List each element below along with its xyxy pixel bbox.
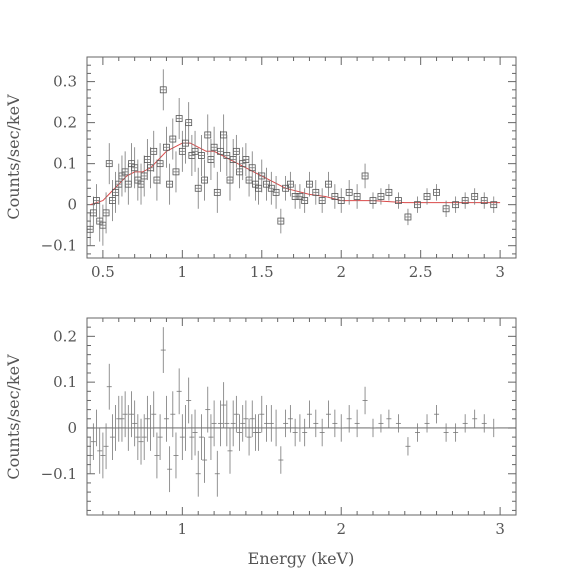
spectrum-panel-frame: [86, 56, 517, 259]
data-point: [201, 176, 208, 184]
residual-y-tick-label: 0: [67, 419, 77, 437]
data-point: [306, 180, 313, 188]
data-point: [286, 180, 294, 188]
data-point: [490, 201, 498, 209]
data-point: [267, 184, 275, 192]
x-axis-label: Energy (keV): [248, 549, 355, 568]
data-point: [166, 180, 174, 188]
residual-y-tick-label: 0.1: [53, 373, 77, 391]
data-point: [194, 184, 202, 192]
data-point: [385, 188, 393, 196]
residual-y-tick-label: 0.2: [53, 327, 77, 345]
data-point: [318, 197, 326, 204]
data-point: [204, 131, 212, 139]
spectrum-x-tick-label: 2: [336, 263, 346, 281]
data-point: [169, 135, 177, 143]
data-point: [480, 197, 488, 204]
data-point: [361, 172, 369, 180]
residual-x-tick-label: 2: [336, 520, 346, 538]
data-point: [414, 201, 421, 209]
data-point: [102, 209, 110, 217]
data-point: [242, 156, 250, 163]
spectrum-x-tick-label: 1.5: [250, 263, 274, 281]
data-point: [210, 143, 218, 151]
spectrum-x-tick-label: 0.5: [91, 263, 115, 281]
data-point: [369, 197, 377, 204]
data-point: [277, 217, 285, 225]
data-point: [301, 197, 309, 204]
data-point: [172, 168, 180, 176]
data-point: [471, 193, 479, 200]
data-point: [312, 188, 320, 196]
data-point: [105, 160, 113, 168]
data-point: [282, 184, 290, 192]
spectrum-y-tick-label: 0.3: [53, 73, 77, 91]
spectrum-x-tick-label: 3: [495, 263, 505, 281]
data-point: [150, 147, 158, 155]
spectrum-y-axis-label: Counts/sec/keV: [4, 94, 23, 220]
data-point: [191, 147, 199, 155]
data-point: [377, 193, 385, 200]
data-point: [185, 119, 193, 127]
spectrum-x-tick-label: 1: [178, 263, 188, 281]
data-point: [461, 197, 469, 204]
spectrum-y-tick-label: 0.2: [53, 114, 77, 132]
data-point: [272, 188, 280, 196]
data-point: [159, 86, 167, 94]
data-point: [345, 188, 353, 196]
spectrum-y-tick-label: 0.1: [53, 155, 77, 173]
data-point: [263, 180, 270, 188]
data-point: [223, 152, 231, 159]
spectrum-panel-ticks: 0.5 1 1.5 2 2.5 3 −0.1 0 0.1 0.2 0.3: [41, 56, 517, 281]
residual-y-tick-label: −0.1: [41, 465, 77, 483]
data-point: [353, 193, 361, 200]
data-point: [442, 205, 450, 213]
data-point: [175, 115, 183, 122]
residual-panel-frame: [86, 317, 517, 516]
residual-x-tick-label: 1: [178, 520, 188, 538]
data-point: [331, 193, 339, 200]
data-point: [404, 213, 412, 221]
data-point: [163, 143, 170, 151]
residual-panel-ticks: 1 2 3 −0.1 0 0.1 0.2: [41, 317, 517, 538]
data-point: [232, 147, 240, 155]
spectrum-data-series: [86, 69, 498, 246]
data-point: [296, 193, 304, 200]
spectrum-y-tick-label: 0: [67, 196, 77, 214]
residual-data-series: [87, 327, 516, 497]
spectrum-y-tick-label: −0.1: [41, 237, 77, 255]
data-point: [325, 180, 332, 188]
spectrum-panel: 0.5 1 1.5 2 2.5 3 −0.1 0 0.1 0.2 0.3 Counts/sec/ke…: [4, 56, 517, 281]
data-point: [213, 188, 221, 196]
data-point: [395, 197, 402, 204]
data-point: [452, 201, 460, 209]
residual-y-axis-label: Counts/sec/keV: [4, 354, 23, 480]
data-point: [337, 197, 345, 204]
data-point: [433, 188, 440, 196]
data-point: [197, 152, 205, 159]
data-point: [258, 172, 266, 180]
data-point: [423, 193, 431, 200]
residual-panel: 1 2 3 −0.1 0 0.1 0.2 Counts/sec/keV Energy (ke…: [4, 317, 517, 568]
spectrum-x-tick-label: 2.5: [409, 263, 433, 281]
residual-x-tick-label: 3: [495, 520, 505, 538]
data-point: [156, 160, 164, 168]
